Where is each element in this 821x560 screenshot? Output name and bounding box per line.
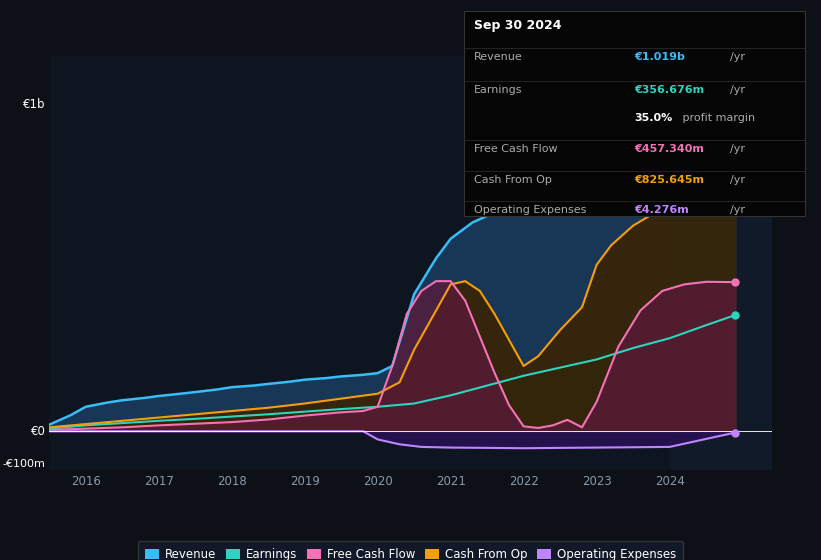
Text: Free Cash Flow: Free Cash Flow [474, 144, 557, 154]
Text: -€100m: -€100m [2, 459, 46, 469]
Text: €825.645m: €825.645m [635, 175, 704, 185]
Text: Operating Expenses: Operating Expenses [474, 206, 586, 216]
Text: Revenue: Revenue [474, 52, 523, 62]
Bar [670, 56, 772, 470]
Text: Sep 30 2024: Sep 30 2024 [474, 20, 562, 32]
Text: €1.019b: €1.019b [635, 52, 685, 62]
Text: profit margin: profit margin [678, 114, 754, 123]
Text: /yr: /yr [730, 175, 745, 185]
Text: €356.676m: €356.676m [635, 85, 704, 95]
Text: /yr: /yr [730, 206, 745, 216]
Text: 35.0%: 35.0% [635, 114, 672, 123]
Text: /yr: /yr [730, 144, 745, 154]
Text: Earnings: Earnings [474, 85, 523, 95]
Text: /yr: /yr [730, 85, 745, 95]
Text: €4.276m: €4.276m [635, 206, 689, 216]
Text: €0: €0 [30, 424, 46, 438]
Text: /yr: /yr [730, 52, 745, 62]
Text: €457.340m: €457.340m [635, 144, 704, 154]
Text: Cash From Op: Cash From Op [474, 175, 552, 185]
Legend: Revenue, Earnings, Free Cash Flow, Cash From Op, Operating Expenses: Revenue, Earnings, Free Cash Flow, Cash … [138, 541, 683, 560]
Text: €1b: €1b [23, 99, 46, 111]
